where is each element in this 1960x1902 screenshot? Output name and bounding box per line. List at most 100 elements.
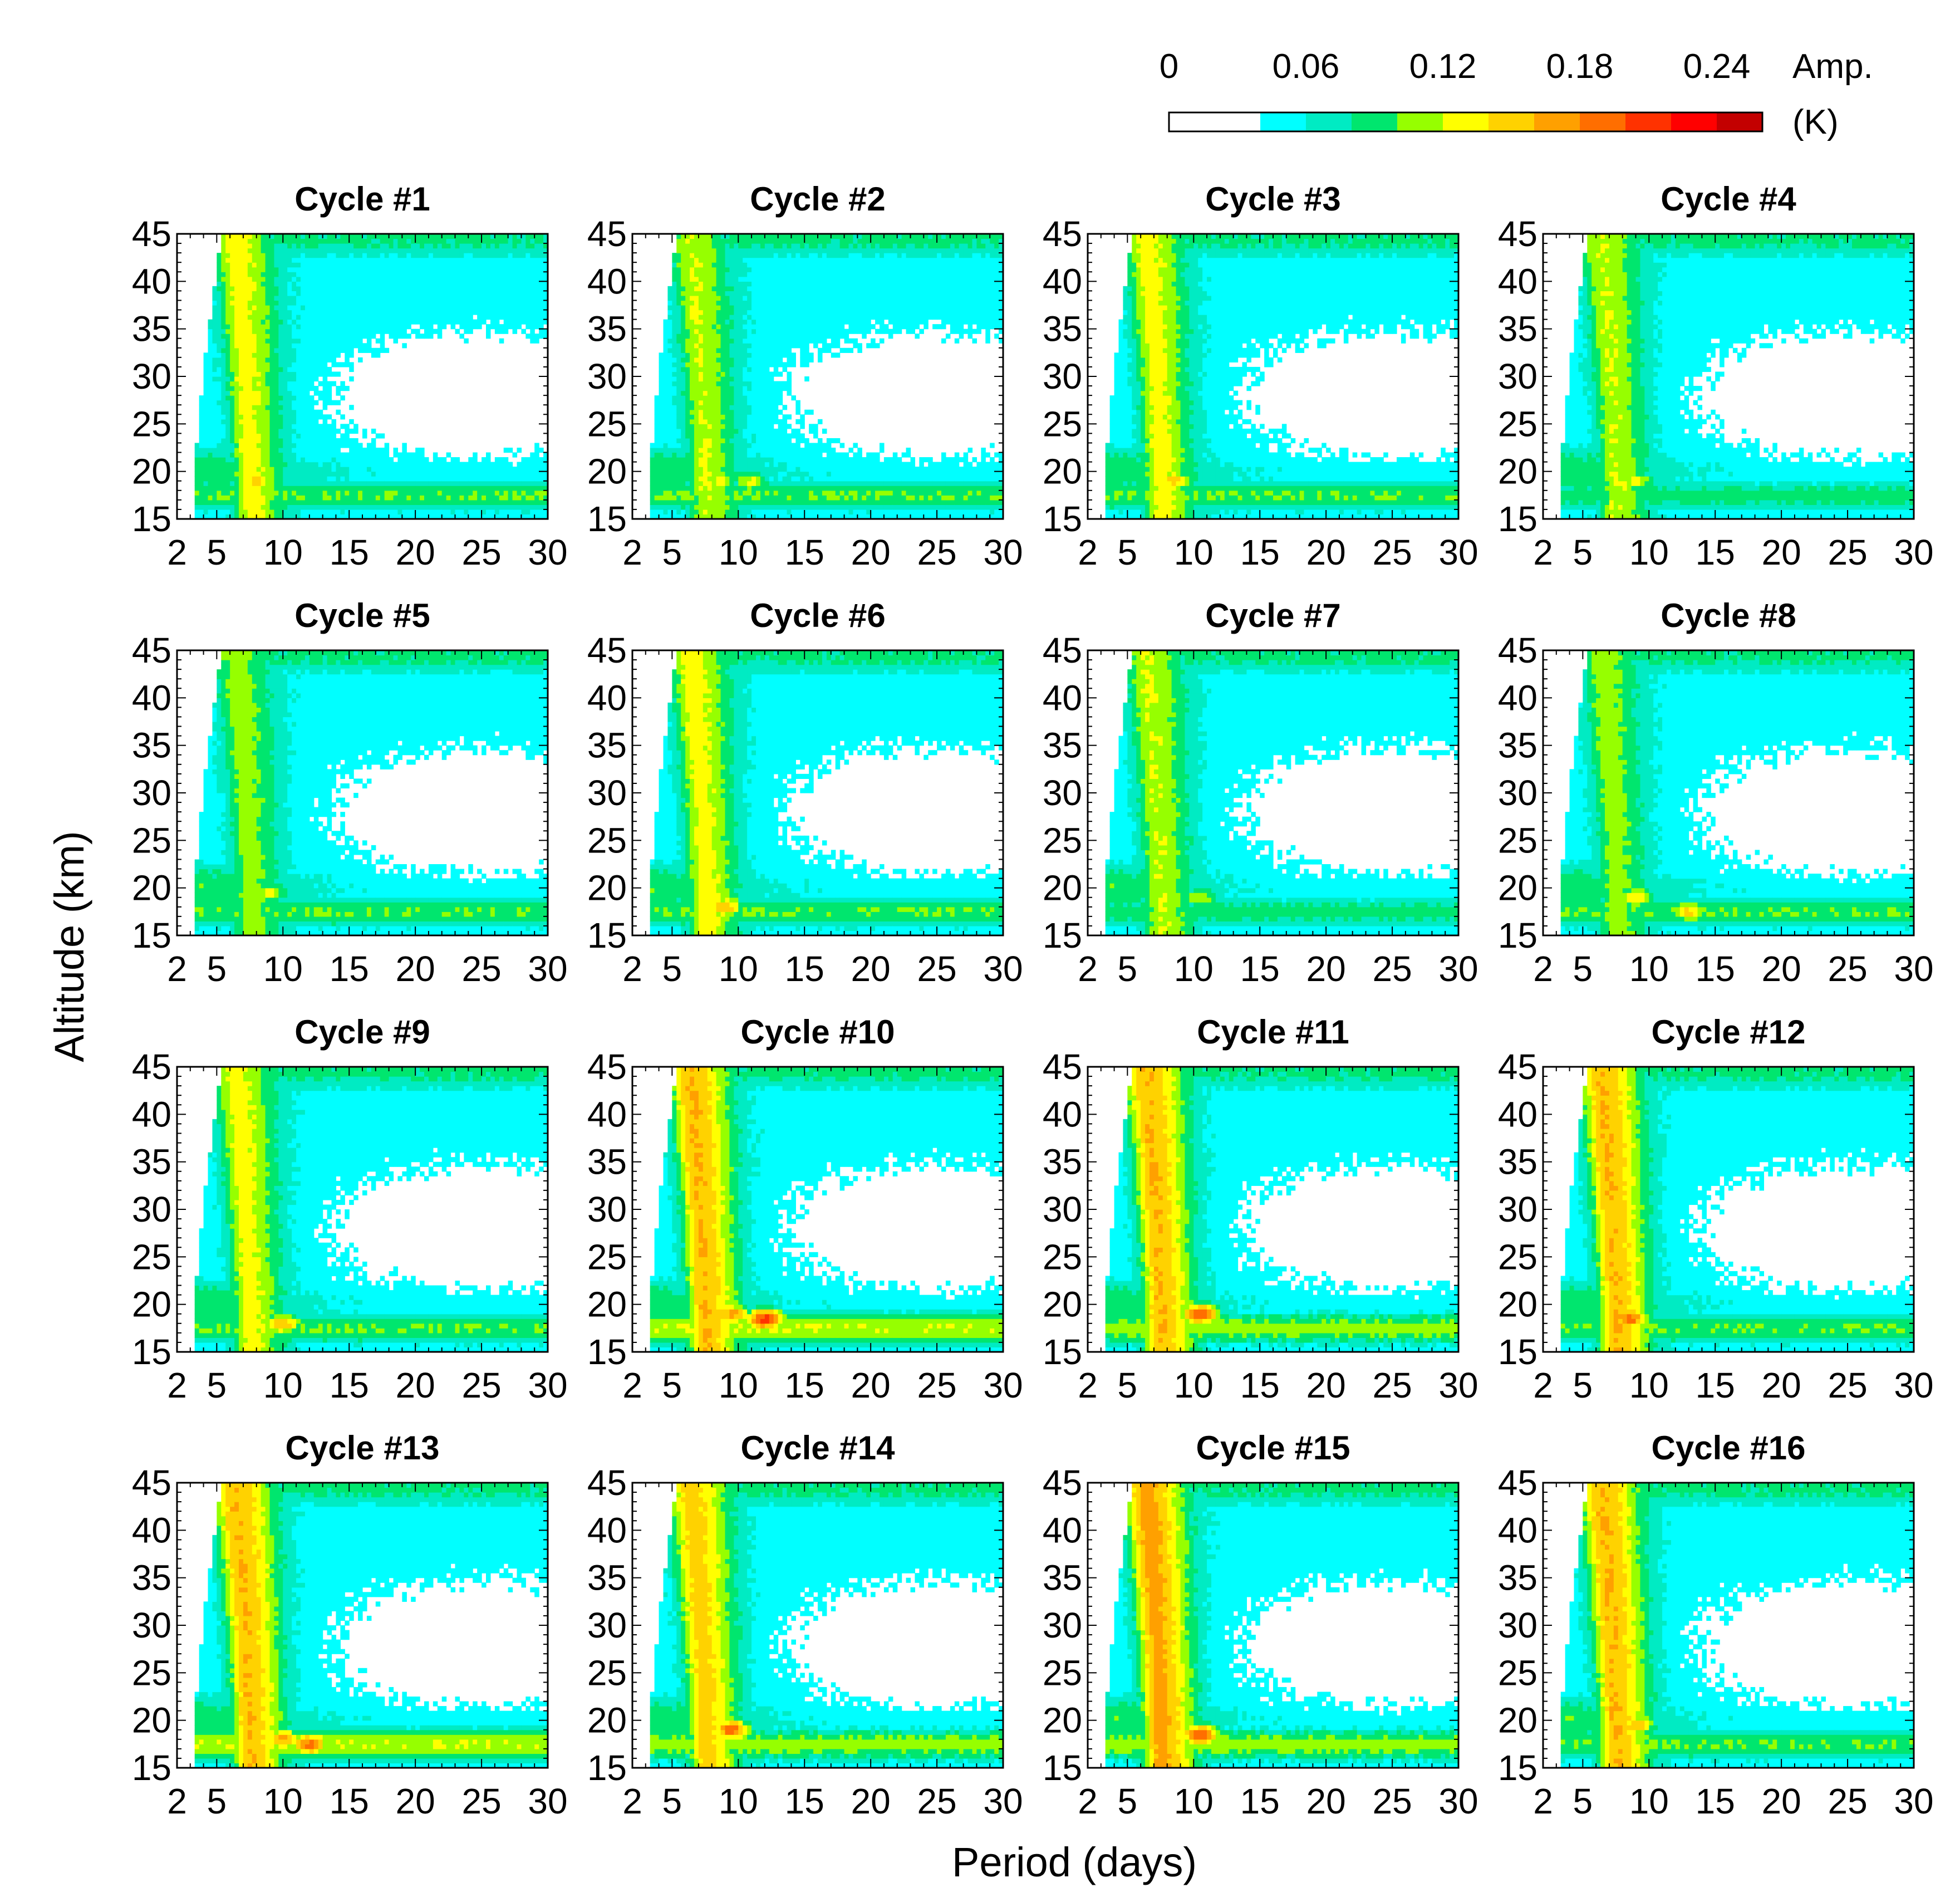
heatmap-cell xyxy=(217,300,222,305)
heatmap-cell xyxy=(221,248,226,253)
heatmap-cell xyxy=(225,305,230,310)
heatmap-cell xyxy=(239,433,244,438)
heatmap-cell xyxy=(217,343,222,348)
heatmap-cell xyxy=(204,491,209,496)
heatmap-cell xyxy=(234,462,239,467)
heatmap-cell xyxy=(239,367,244,372)
heatmap-cell xyxy=(225,457,230,462)
heatmap-cell xyxy=(230,376,235,381)
heatmap-cell xyxy=(212,419,217,424)
heatmap-cell xyxy=(234,329,239,334)
heatmap-cell xyxy=(208,429,213,434)
heatmap-cell xyxy=(195,443,200,448)
heatmap-cell xyxy=(239,448,244,453)
heatmap-cell xyxy=(243,291,248,296)
heatmap-cell xyxy=(239,310,244,315)
heatmap-cell xyxy=(212,310,217,315)
heatmap-cell xyxy=(221,243,226,248)
heatmap-cell xyxy=(212,371,217,376)
heatmap-cell xyxy=(225,424,230,429)
heatmap-cell xyxy=(243,286,248,291)
heatmap-cell xyxy=(243,410,248,415)
heatmap-cell xyxy=(239,424,244,429)
heatmap-cell xyxy=(221,457,226,462)
heatmap-cell xyxy=(208,339,213,344)
heatmap-cell xyxy=(204,504,209,509)
heatmap-cell xyxy=(239,253,244,258)
heatmap-cell xyxy=(212,386,217,391)
heatmap-cell xyxy=(225,248,230,253)
heatmap-cell xyxy=(234,433,239,438)
heatmap-cell xyxy=(212,405,217,410)
heatmap-cell xyxy=(234,504,239,509)
heatmap-cell xyxy=(217,381,222,386)
heatmap-cell xyxy=(221,367,226,372)
heatmap-cell xyxy=(217,410,222,415)
heatmap-cell xyxy=(221,500,226,505)
colorbar-swatch xyxy=(1306,112,1352,131)
heatmap-cell xyxy=(221,262,226,267)
heatmap-cell xyxy=(208,467,213,472)
heatmap-cell xyxy=(248,453,253,458)
heatmap-cell xyxy=(243,310,248,315)
heatmap-cell xyxy=(243,262,248,267)
heatmap-cell xyxy=(199,438,204,443)
heatmap-cell xyxy=(243,395,248,400)
heatmap-cell xyxy=(234,277,239,282)
heatmap-cell xyxy=(221,391,226,396)
heatmap-cell xyxy=(212,348,217,353)
colorbar-swatch xyxy=(1443,112,1489,131)
heatmap-cell xyxy=(239,239,244,244)
heatmap-cell xyxy=(208,424,213,429)
heatmap-cell xyxy=(221,296,226,301)
heatmap-cell xyxy=(217,395,222,400)
heatmap-cell xyxy=(230,481,235,486)
heatmap-cell xyxy=(234,509,239,514)
heatmap-cell xyxy=(239,329,244,334)
heatmap-cell xyxy=(230,367,235,372)
heatmap-cell xyxy=(221,239,226,244)
heatmap-cell xyxy=(230,305,235,310)
heatmap-cell xyxy=(230,381,235,386)
heatmap-cell xyxy=(221,334,226,339)
heatmap-cell xyxy=(234,457,239,462)
heatmap-cell xyxy=(230,334,235,339)
heatmap-cell xyxy=(212,495,217,500)
heatmap-cell xyxy=(217,453,222,458)
heatmap-cell xyxy=(230,410,235,415)
figure: 0 0.06 0.12 0.18 0.24 Amp. (K) 2 5 10 15 20 2… xyxy=(0,0,1960,1902)
heatmap-cell xyxy=(239,324,244,329)
heatmap-cell xyxy=(243,362,248,367)
heatmap-cell xyxy=(243,343,248,348)
heatmap-cell xyxy=(221,467,226,472)
heatmap-cell xyxy=(230,504,235,509)
heatmap-cell xyxy=(212,362,217,367)
heatmap-cell xyxy=(239,300,244,305)
heatmap-cell xyxy=(221,405,226,410)
heatmap-cell xyxy=(212,457,217,462)
heatmap-cell xyxy=(225,429,230,434)
heatmap-cell xyxy=(248,491,253,496)
heatmap-cell xyxy=(199,481,204,486)
heatmap-cell xyxy=(212,433,217,438)
heatmap-cell xyxy=(199,495,204,500)
heatmap-cell xyxy=(230,448,235,453)
heatmap-cell xyxy=(225,476,230,481)
heatmap-cell xyxy=(234,376,239,381)
heatmap-cell xyxy=(199,410,204,415)
heatmap-cell xyxy=(212,324,217,329)
heatmap-cell xyxy=(217,315,222,320)
heatmap-cell xyxy=(239,462,244,467)
heatmap-cell xyxy=(239,305,244,310)
heatmap-cell xyxy=(208,371,213,376)
heatmap-cell xyxy=(243,433,248,438)
heatmap-cell xyxy=(225,343,230,348)
heatmap-cell xyxy=(225,348,230,353)
heatmap-cell xyxy=(248,486,253,491)
heatmap-cell xyxy=(208,419,213,424)
heatmap-cell xyxy=(239,320,244,325)
heatmap-cell xyxy=(199,509,204,514)
heatmap-cell xyxy=(230,500,235,505)
heatmap-cell xyxy=(212,410,217,415)
heatmap-cell xyxy=(248,509,253,514)
